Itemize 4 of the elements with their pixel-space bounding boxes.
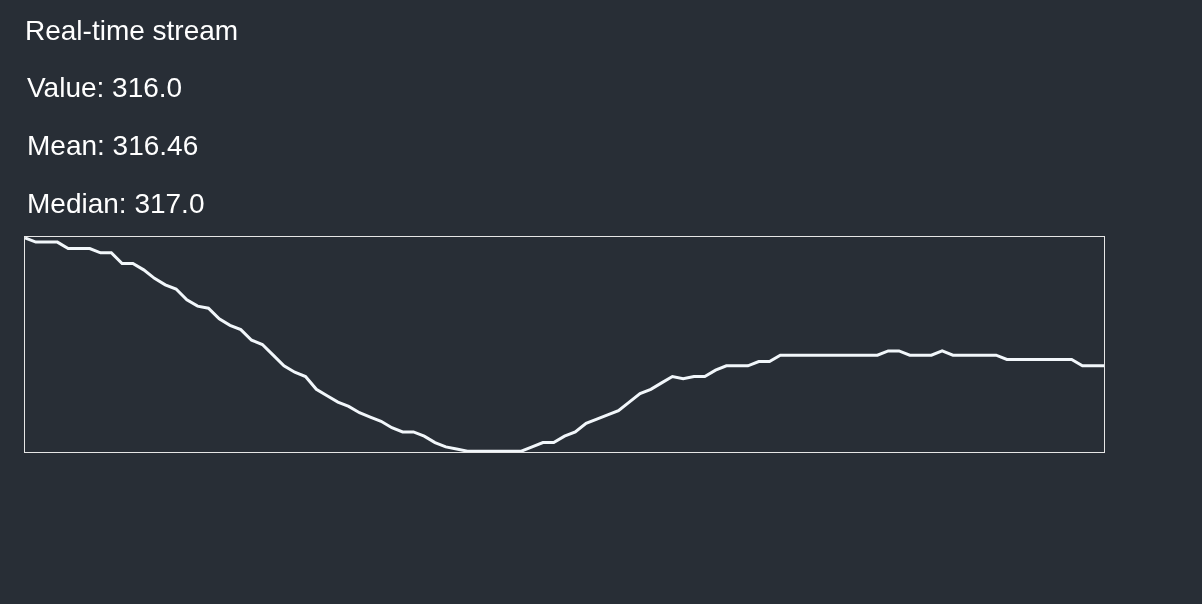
text: Value: 316.0 — [27, 72, 183, 103]
text: Median: 317.0 — [27, 188, 205, 219]
chart-title: Real-time stream — [25, 14, 239, 46]
text: Mean: 316.46 — [27, 130, 199, 161]
